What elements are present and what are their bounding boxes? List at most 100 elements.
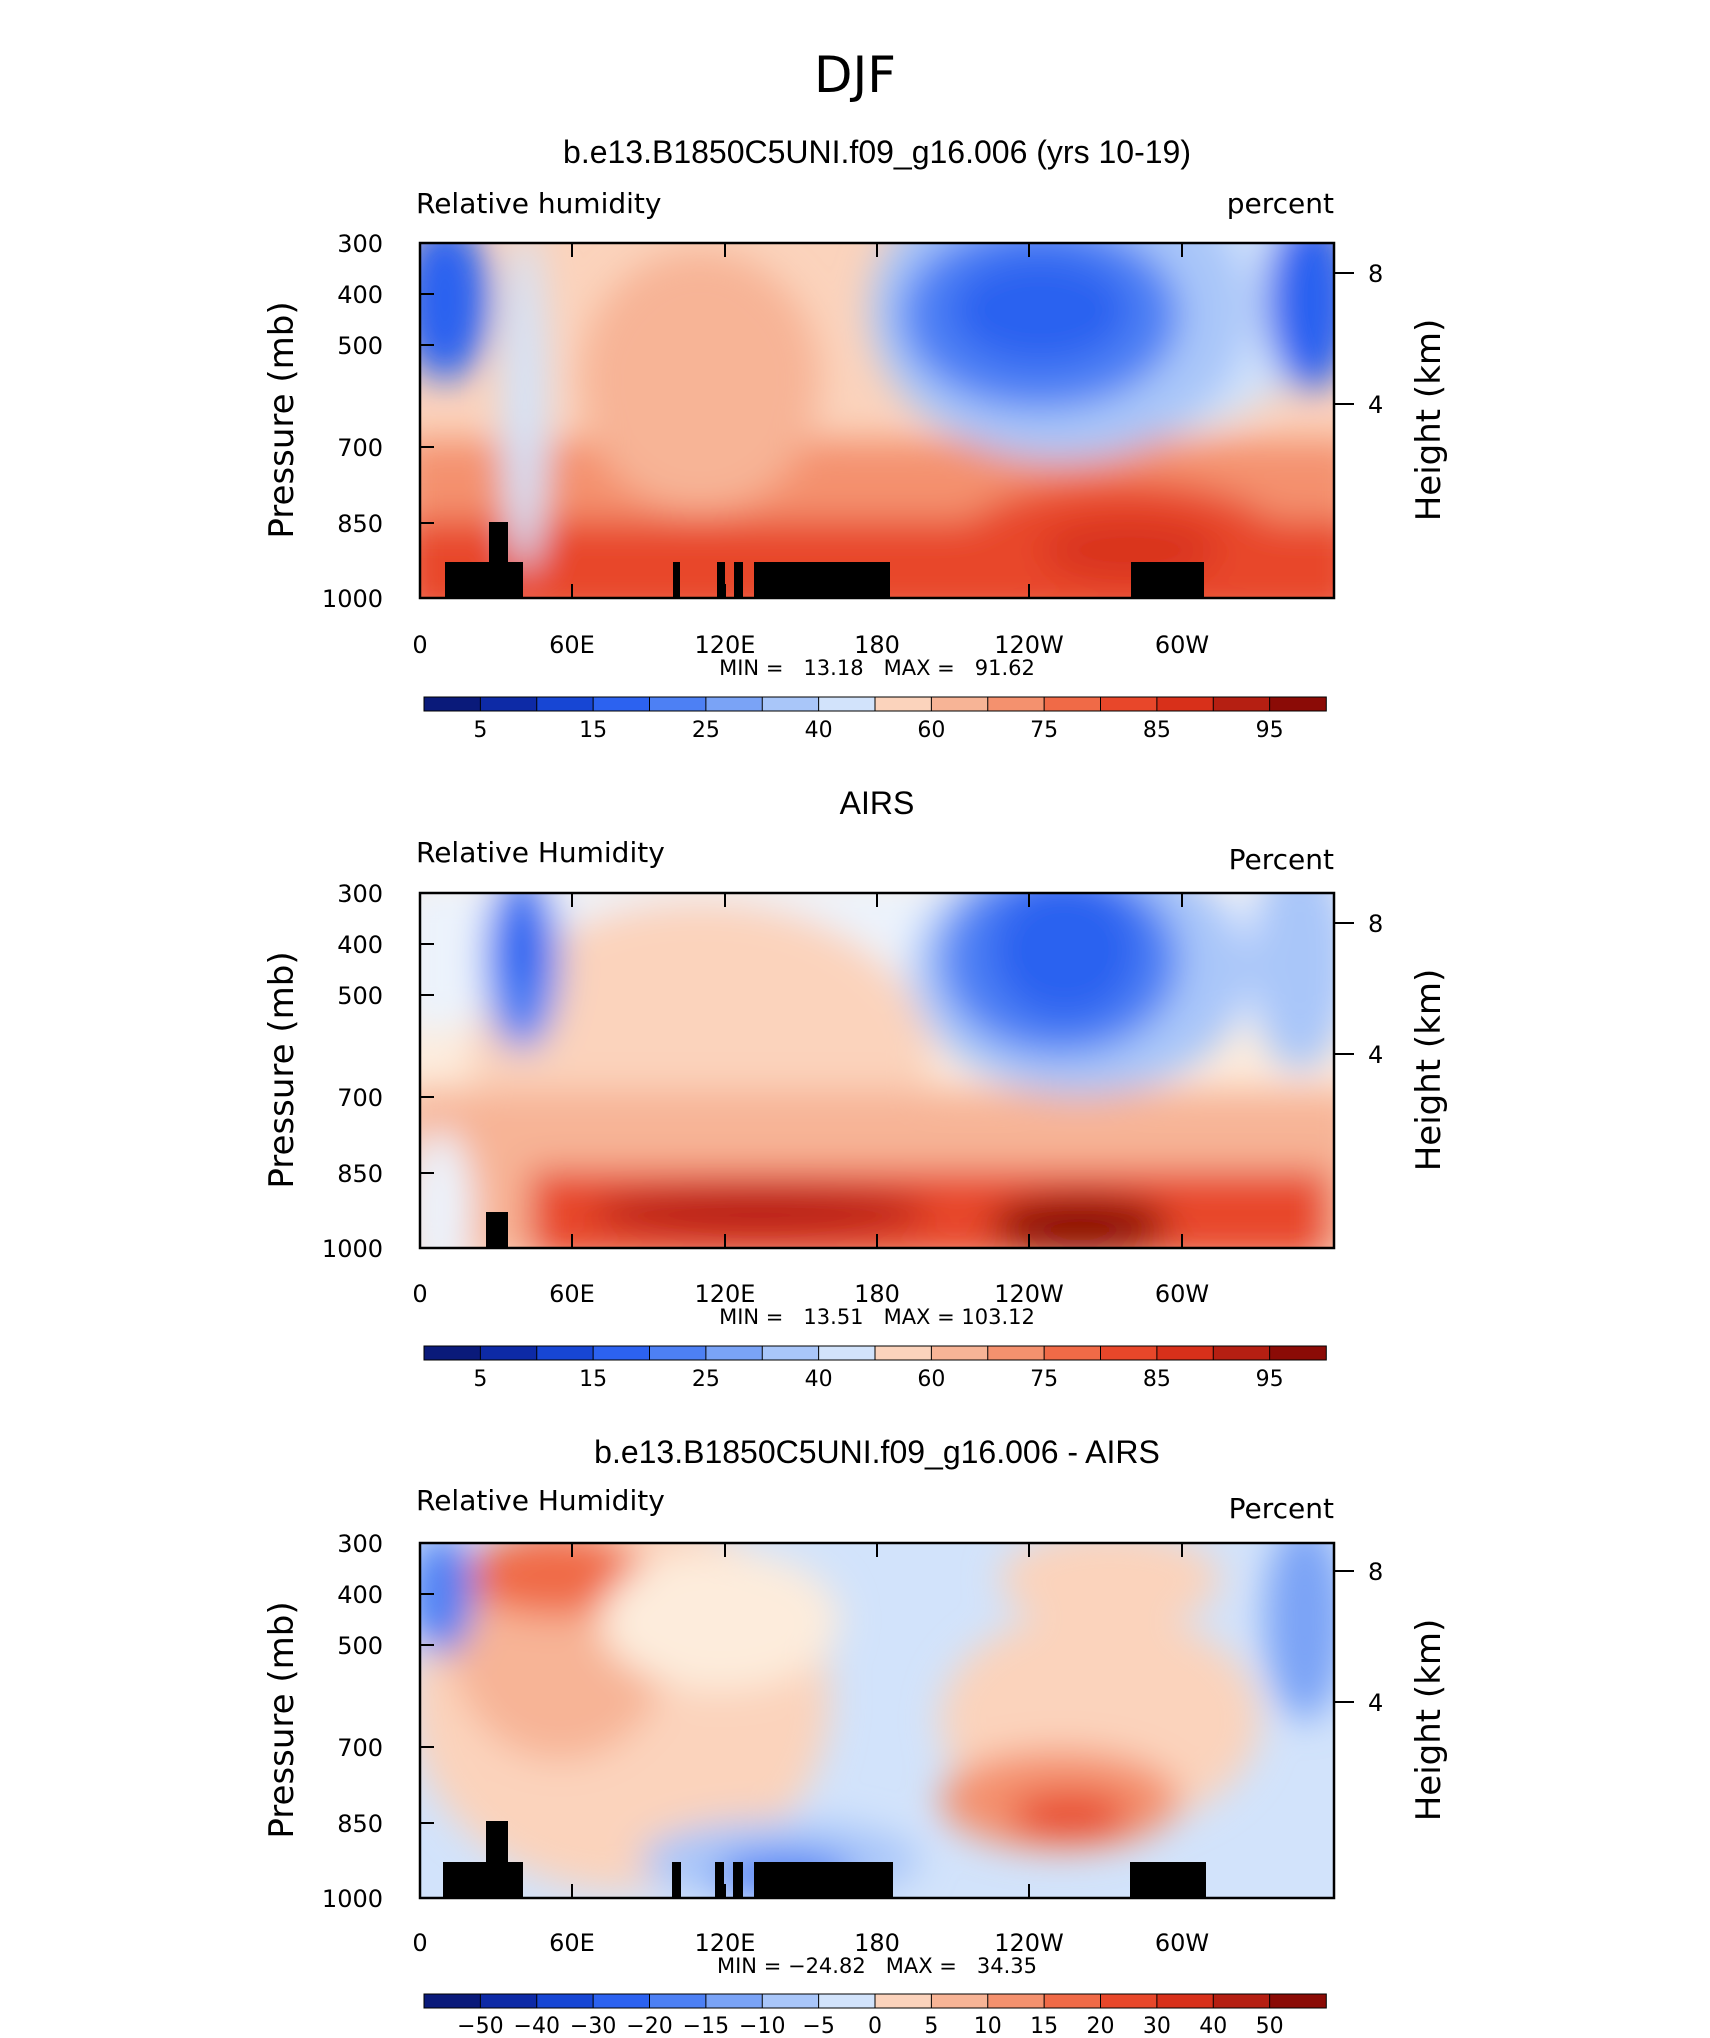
y2-axis-title: Height (km) <box>1409 319 1449 522</box>
colorbar-box <box>423 696 482 712</box>
contour-field <box>420 893 1334 1248</box>
colorbar-box <box>649 1345 707 1361</box>
panel-model: b.e13.B1850C5UNI.f09_g16.006 (yrs 10-19)… <box>262 134 1449 743</box>
x-tick-label: 60W <box>1155 631 1209 659</box>
negative-region-west-edge <box>420 1543 474 1655</box>
colorbar-box <box>1043 1993 1102 2009</box>
y2-tick-label: 8 <box>1368 1558 1383 1586</box>
y-axis-title: Pressure (mb) <box>262 1601 302 1838</box>
moist-core-east <box>990 1195 1170 1248</box>
colorbar-box <box>423 1993 482 2009</box>
colorbar-label: 0 <box>868 2014 882 2038</box>
colorbar-label: 25 <box>692 718 720 743</box>
colorbar-box <box>930 1993 989 2009</box>
terrain-block <box>734 562 743 598</box>
colorbar-box <box>649 1993 707 2009</box>
min-max-label: MIN = 13.18 MAX = 91.62 <box>719 656 1035 680</box>
y-tick-label: 700 <box>337 1734 383 1762</box>
dry-zone-africa-core <box>504 900 540 990</box>
colorbar-label: 40 <box>805 1367 833 1392</box>
dry-zone-atlantic <box>1250 893 1334 1070</box>
y2-tick-label: 4 <box>1368 1689 1383 1717</box>
terrain-block <box>754 562 890 598</box>
colorbar-label: −40 <box>514 2014 560 2038</box>
y-tick-label: 500 <box>337 982 383 1010</box>
colorbar-box <box>1212 1345 1271 1361</box>
page-title: DJF <box>814 46 896 104</box>
y-tick-label: 500 <box>337 1632 383 1660</box>
colorbar-box <box>423 1345 482 1361</box>
colorbar-box <box>479 696 538 712</box>
colorbar-box <box>1100 1345 1158 1361</box>
y-tick-label: 700 <box>337 434 383 462</box>
y2-tick-label: 8 <box>1368 910 1383 938</box>
colorbar-label: 60 <box>917 1367 945 1392</box>
x-tick-label: 60E <box>549 631 595 659</box>
positive-region-east-core <box>1010 1793 1130 1837</box>
colorbar-box <box>592 1993 651 2009</box>
panel-title: AIRS <box>840 785 915 821</box>
colorbar-label: 50 <box>1256 2014 1284 2038</box>
dry-zone-core <box>990 893 1140 1020</box>
y-tick-label: 400 <box>337 281 383 309</box>
colorbar-box <box>705 696 764 712</box>
colorbar-box <box>987 1993 1045 2009</box>
colorbar-label: 95 <box>1256 718 1284 743</box>
colorbar-label: 25 <box>692 1367 720 1392</box>
y2-axis-title: Height (km) <box>1409 1619 1449 1822</box>
terrain-block <box>1130 1862 1206 1898</box>
positive-region-top <box>465 1543 645 1615</box>
y-tick-label: 300 <box>337 880 383 908</box>
x-tick-label: 60W <box>1155 1280 1209 1308</box>
colorbar-box <box>1212 1993 1271 2009</box>
y-tick-label: 300 <box>337 1530 383 1558</box>
colorbar-box <box>930 696 989 712</box>
x-tick-label: 120E <box>695 631 756 659</box>
colorbar-box <box>987 1345 1045 1361</box>
colorbar-box <box>1043 696 1102 712</box>
y2-axis: 8 4 Height (km) <box>1334 260 1449 521</box>
contour-field <box>420 243 1334 598</box>
colorbar-label: 5 <box>473 718 487 743</box>
terrain-block <box>717 562 725 598</box>
right-string: Percent <box>1229 843 1334 876</box>
y-tick-label: 400 <box>337 1581 383 1609</box>
y-tick-label: 1000 <box>322 1235 383 1263</box>
colorbar-label: −5 <box>802 2014 834 2038</box>
colorbar-box <box>818 1993 876 2009</box>
dry-zone-greenwich <box>420 243 490 380</box>
colorbar-label: 15 <box>579 718 607 743</box>
terrain-block <box>672 1862 681 1898</box>
x-tick-label: 60E <box>549 1280 595 1308</box>
positive-region-upper-east <box>1000 1543 1220 1630</box>
colorbar-box <box>1269 696 1327 712</box>
y-axis: 300 400 500 700 850 1000 Pressure (mb) <box>262 230 434 613</box>
dry-zone-core <box>950 255 1130 365</box>
colorbar-box <box>761 1993 820 2009</box>
left-string: Relative Humidity <box>416 1484 665 1517</box>
panel-title: b.e13.B1850C5UNI.f09_g16.006 - AIRS <box>594 1434 1160 1470</box>
y2-tick-label: 4 <box>1368 1041 1383 1069</box>
negative-region-atlantic <box>1265 1543 1334 1720</box>
colorbar-box <box>536 1345 594 1361</box>
colorbar-box <box>479 1345 538 1361</box>
colorbar-label: 85 <box>1143 1367 1171 1392</box>
right-string: percent <box>1227 187 1334 220</box>
colorbar-label: 5 <box>924 2014 938 2038</box>
x-tick-label: 120W <box>994 631 1064 659</box>
x-tick-label: 0 <box>412 1929 427 1957</box>
terrain-block <box>445 562 523 598</box>
colorbar-box <box>874 696 933 712</box>
colorbar-label: 75 <box>1030 718 1058 743</box>
colorbar-box <box>1100 696 1158 712</box>
y-tick-label: 850 <box>337 510 383 538</box>
positive-region-upper-mid <box>600 1550 840 1690</box>
colorbar-label: 20 <box>1087 2014 1115 2038</box>
colorbar-box <box>479 1993 538 2009</box>
colorbar-box <box>1156 1345 1215 1361</box>
y-axis: 300 400 500 700 850 1000 Pressure (mb) <box>262 880 434 1263</box>
colorbar-box <box>1212 696 1271 712</box>
dry-zone-atlantic <box>1265 243 1334 390</box>
x-tick-label: 0 <box>412 1280 427 1308</box>
